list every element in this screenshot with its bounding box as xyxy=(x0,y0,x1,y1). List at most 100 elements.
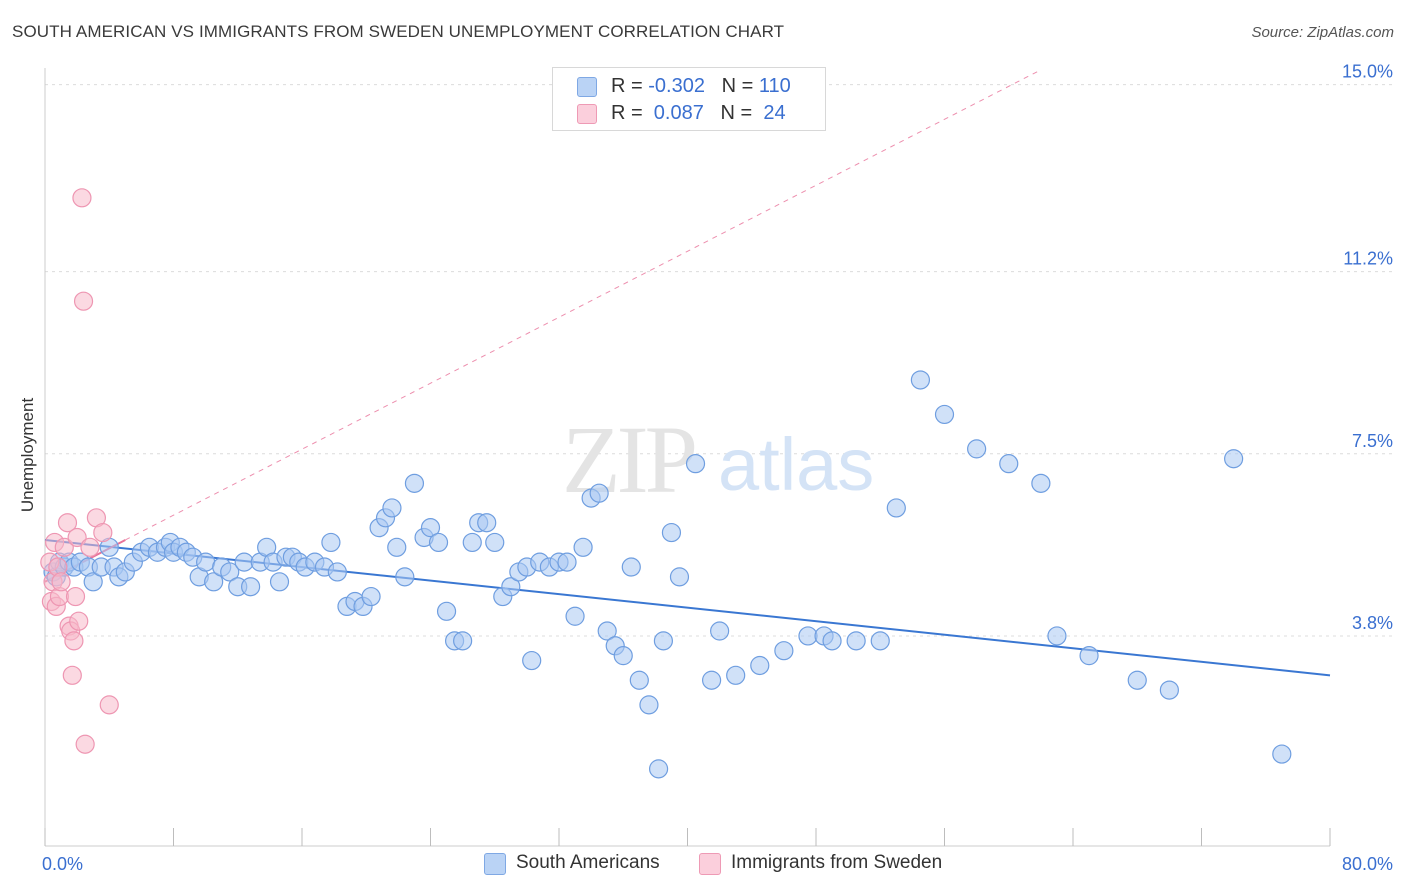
point-south-american xyxy=(573,537,593,557)
y-tick-label: 3.8% xyxy=(1352,613,1393,633)
point-south-american xyxy=(629,670,649,690)
point-south-american xyxy=(462,532,482,553)
y-tick-label: 15.0% xyxy=(1342,62,1393,82)
point-south-american xyxy=(846,631,866,651)
legend-swatch-blue xyxy=(484,853,506,875)
point-south-american xyxy=(613,646,633,666)
point-south-american xyxy=(701,670,722,690)
point-south-american xyxy=(669,567,690,587)
point-south-american xyxy=(327,562,347,582)
legend-label: Immigrants from Sweden xyxy=(731,852,943,873)
source-label: Source: ZipAtlas.com xyxy=(1251,24,1394,41)
legend-label: South Americans xyxy=(516,852,660,873)
legend-row-text: R = -0.302 N = 110 xyxy=(611,75,791,98)
point-sweden xyxy=(73,291,94,311)
point-south-american xyxy=(1031,473,1051,493)
r-value: 0.087 xyxy=(648,102,704,124)
r-label: R = xyxy=(611,102,649,124)
point-south-american xyxy=(798,626,818,646)
point-sweden xyxy=(65,586,86,607)
watermark-atlas: atlas xyxy=(718,423,874,506)
point-south-american xyxy=(382,498,402,518)
point-sweden xyxy=(80,537,100,557)
point-south-american xyxy=(710,621,730,641)
point-south-american xyxy=(269,572,290,592)
point-south-american xyxy=(501,577,521,597)
point-south-american xyxy=(653,631,674,651)
point-south-american xyxy=(1079,646,1099,666)
point-sweden xyxy=(72,188,92,208)
point-south-american xyxy=(685,454,706,474)
point-south-american xyxy=(557,552,577,572)
point-south-american xyxy=(485,532,505,553)
point-south-american xyxy=(597,621,617,641)
y-tick-label: 7.5% xyxy=(1352,431,1393,451)
point-sweden xyxy=(93,522,113,543)
point-south-american xyxy=(774,641,794,661)
point-sweden xyxy=(75,734,95,754)
y-tick-label: 11.2% xyxy=(1343,249,1393,269)
point-sweden xyxy=(62,665,82,685)
point-sweden xyxy=(67,527,87,548)
points-layer xyxy=(40,188,1292,779)
point-south-american xyxy=(83,572,103,592)
point-south-american xyxy=(204,572,224,592)
point-south-american xyxy=(1127,670,1147,690)
point-sweden xyxy=(99,695,119,715)
point-south-american xyxy=(453,631,473,651)
point-south-american xyxy=(241,577,261,597)
point-south-american xyxy=(387,537,407,557)
axis-layer xyxy=(44,68,1331,847)
watermark: ZIP atlas xyxy=(562,406,874,513)
trendline-dashed xyxy=(125,69,1042,541)
point-south-american xyxy=(910,370,931,390)
point-south-american xyxy=(404,473,425,493)
point-sweden xyxy=(69,611,89,631)
point-south-american xyxy=(1272,744,1292,764)
point-south-american xyxy=(220,562,240,582)
point-south-american xyxy=(1159,680,1179,700)
legend-swatch-pink xyxy=(699,853,721,875)
point-south-american xyxy=(639,695,659,715)
point-south-american xyxy=(436,601,457,621)
point-south-american xyxy=(648,759,669,779)
n-value: 110 xyxy=(758,75,791,97)
point-south-american xyxy=(999,454,1019,474)
series-legend: South Americans Immigrants from Sweden xyxy=(0,852,1406,878)
legend-swatch-blue xyxy=(577,77,597,97)
y-axis-label: Unemployment xyxy=(18,397,37,513)
point-south-american xyxy=(234,552,254,572)
point-sweden xyxy=(57,513,78,533)
x-tick-label: 0.0% xyxy=(42,854,83,874)
tick-label-layer: 3.8% 7.5% 11.2% 15.0% 0.0% 80.0% xyxy=(42,62,1393,874)
point-south-american xyxy=(395,567,415,587)
point-sweden xyxy=(51,572,71,592)
x-tick-label: 80.0% xyxy=(1342,854,1393,874)
point-sweden xyxy=(54,537,74,557)
correlation-legend: R = -0.302 N = 110 R = 0.087 N = 24 xyxy=(552,67,826,131)
point-south-american xyxy=(934,404,955,425)
point-sweden xyxy=(64,631,84,651)
point-south-american xyxy=(870,631,890,651)
point-south-american xyxy=(726,665,746,685)
point-south-american xyxy=(1224,449,1244,469)
point-south-american xyxy=(886,498,906,518)
point-south-american xyxy=(822,631,842,651)
point-south-american xyxy=(589,483,609,503)
n-label: N = xyxy=(720,102,758,124)
point-south-american xyxy=(522,650,542,671)
n-value: 24 xyxy=(757,102,786,124)
point-south-american xyxy=(661,522,682,543)
r-value: -0.302 xyxy=(648,75,705,97)
point-south-american xyxy=(967,439,987,459)
chart-title: SOUTH AMERICAN VS IMMIGRANTS FROM SWEDEN… xyxy=(12,22,785,41)
point-south-american xyxy=(420,518,441,538)
n-label: N = xyxy=(721,75,759,97)
point-south-american xyxy=(196,552,216,572)
legend-row-text: R = 0.087 N = 24 xyxy=(611,102,786,125)
point-south-american xyxy=(428,532,449,553)
legend-swatch-pink xyxy=(577,104,597,124)
point-south-american xyxy=(1047,626,1067,646)
r-label: R = xyxy=(611,75,649,97)
